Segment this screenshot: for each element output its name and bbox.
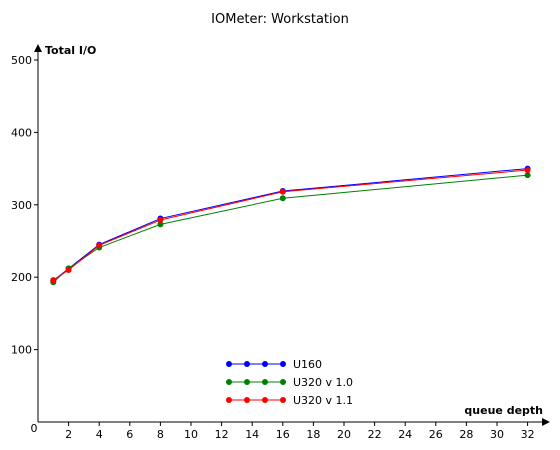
legend-marker bbox=[280, 397, 286, 403]
x-tick-label: 10 bbox=[184, 428, 198, 441]
data-point bbox=[279, 188, 286, 195]
series-line bbox=[52, 168, 528, 282]
x-tick-label: 18 bbox=[306, 428, 320, 441]
legend-marker bbox=[244, 361, 250, 367]
legend-label: U160 bbox=[293, 358, 322, 371]
x-tick-label: 6 bbox=[126, 428, 133, 441]
data-point bbox=[157, 217, 164, 224]
x-tick-label: 30 bbox=[490, 428, 504, 441]
legend-marker bbox=[226, 397, 232, 403]
data-point bbox=[524, 172, 531, 179]
legend-marker bbox=[262, 379, 268, 385]
y-axis-label: Total I/O bbox=[45, 44, 96, 57]
legend-label: U320 v 1.0 bbox=[293, 376, 353, 389]
x-tick-label: 28 bbox=[459, 428, 473, 441]
x-axis-arrow bbox=[542, 418, 550, 426]
x-tick-label: 2 bbox=[65, 428, 72, 441]
x-axis-label: queue depth bbox=[464, 404, 543, 417]
x-tick-label: 8 bbox=[157, 428, 164, 441]
axes bbox=[34, 44, 550, 426]
x-tick-label: 12 bbox=[215, 428, 229, 441]
legend-marker bbox=[280, 361, 286, 367]
origin-label: 0 bbox=[31, 422, 38, 435]
x-tick-label: 24 bbox=[398, 428, 412, 441]
data-point bbox=[65, 266, 72, 273]
series-1 bbox=[50, 165, 531, 284]
y-tick-label: 100 bbox=[11, 344, 32, 357]
legend: U160 U320 v 1.0 U320 v 1.1 bbox=[226, 358, 353, 407]
legend-marker bbox=[244, 397, 250, 403]
y-tick-label: 300 bbox=[11, 199, 32, 212]
x-tick-label: 26 bbox=[429, 428, 443, 441]
y-tick-label: 500 bbox=[11, 54, 32, 67]
series-3 bbox=[50, 167, 531, 284]
data-point bbox=[279, 195, 286, 202]
series-line bbox=[53, 169, 528, 281]
x-tick-label: 22 bbox=[368, 428, 382, 441]
legend-item-3: U320 v 1.1 bbox=[226, 394, 353, 407]
series-layer bbox=[50, 165, 531, 286]
y-tick-label: 400 bbox=[11, 126, 32, 139]
y-tick-label: 200 bbox=[11, 271, 32, 284]
data-point bbox=[50, 277, 57, 284]
data-point bbox=[524, 167, 531, 174]
x-tick-label: 20 bbox=[337, 428, 351, 441]
legend-marker bbox=[262, 397, 268, 403]
x-tick-label: 14 bbox=[245, 428, 259, 441]
x-tick-label: 16 bbox=[276, 428, 290, 441]
legend-item-1: U160 bbox=[226, 358, 322, 371]
legend-label: U320 v 1.1 bbox=[293, 394, 353, 407]
data-point bbox=[96, 242, 103, 249]
legend-marker bbox=[226, 379, 232, 385]
chart-title: IOMeter: Workstation bbox=[211, 12, 349, 27]
legend-item-2: U320 v 1.0 bbox=[226, 376, 353, 389]
data-point bbox=[157, 221, 164, 228]
legend-marker bbox=[262, 361, 268, 367]
legend-marker bbox=[280, 379, 286, 385]
legend-marker bbox=[226, 361, 232, 367]
y-axis-arrow bbox=[34, 44, 42, 52]
x-tick-label: 4 bbox=[96, 428, 103, 441]
x-tick-label: 32 bbox=[521, 428, 535, 441]
series-2 bbox=[50, 172, 531, 286]
legend-marker bbox=[244, 379, 250, 385]
